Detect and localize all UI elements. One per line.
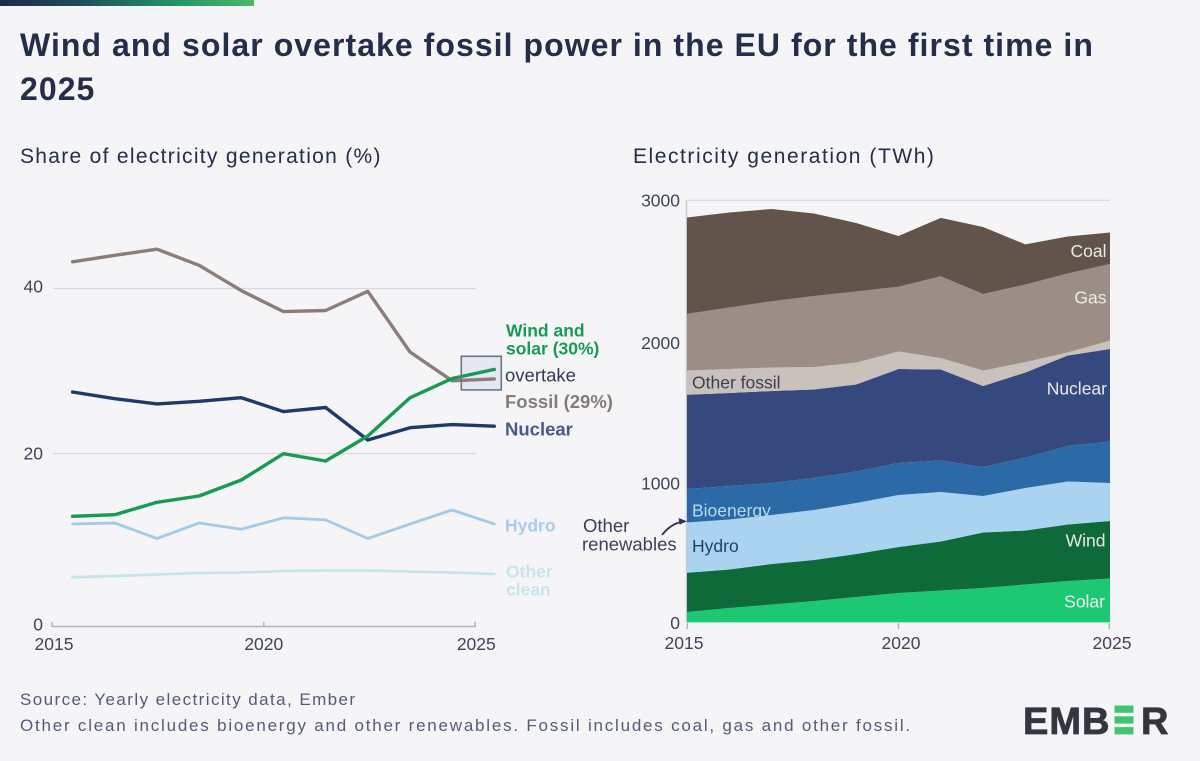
- svg-text:solar (30%): solar (30%): [506, 339, 599, 359]
- svg-text:Nuclear: Nuclear: [1047, 379, 1107, 399]
- svg-text:Hydro: Hydro: [505, 516, 556, 536]
- svg-text:2015: 2015: [35, 634, 74, 654]
- svg-text:20: 20: [24, 444, 44, 464]
- svg-text:2015: 2015: [665, 633, 704, 653]
- svg-text:Other: Other: [506, 562, 553, 582]
- svg-text:2020: 2020: [882, 633, 921, 653]
- svg-text:Wind: Wind: [1066, 531, 1106, 551]
- svg-text:3000: 3000: [641, 191, 680, 211]
- svg-text:0: 0: [33, 615, 43, 635]
- svg-text:Bioenergy: Bioenergy: [692, 501, 771, 521]
- svg-text:Other: Other: [583, 515, 629, 536]
- svg-text:Fossil (29%): Fossil (29%): [505, 391, 613, 412]
- svg-text:Other fossil: Other fossil: [692, 373, 781, 393]
- svg-text:clean: clean: [506, 580, 551, 600]
- svg-text:overtake: overtake: [505, 365, 576, 386]
- svg-text:Gas: Gas: [1074, 288, 1106, 308]
- svg-text:0: 0: [670, 613, 680, 633]
- svg-text:EMB: EMB: [1023, 701, 1110, 743]
- svg-text:Solar: Solar: [1064, 592, 1105, 612]
- svg-text:1000: 1000: [641, 474, 680, 494]
- svg-text:40: 40: [24, 277, 44, 297]
- svg-text:2025: 2025: [1093, 633, 1132, 653]
- svg-text:Coal: Coal: [1071, 241, 1107, 261]
- svg-text:Wind and: Wind and: [506, 321, 585, 341]
- svg-text:R: R: [1141, 701, 1168, 743]
- svg-text:Nuclear: Nuclear: [505, 419, 573, 440]
- svg-text:2025: 2025: [457, 634, 496, 654]
- svg-text:2000: 2000: [641, 333, 680, 353]
- svg-text:Hydro: Hydro: [692, 536, 739, 556]
- svg-text:renewables: renewables: [582, 534, 677, 555]
- svg-text:2020: 2020: [244, 634, 283, 654]
